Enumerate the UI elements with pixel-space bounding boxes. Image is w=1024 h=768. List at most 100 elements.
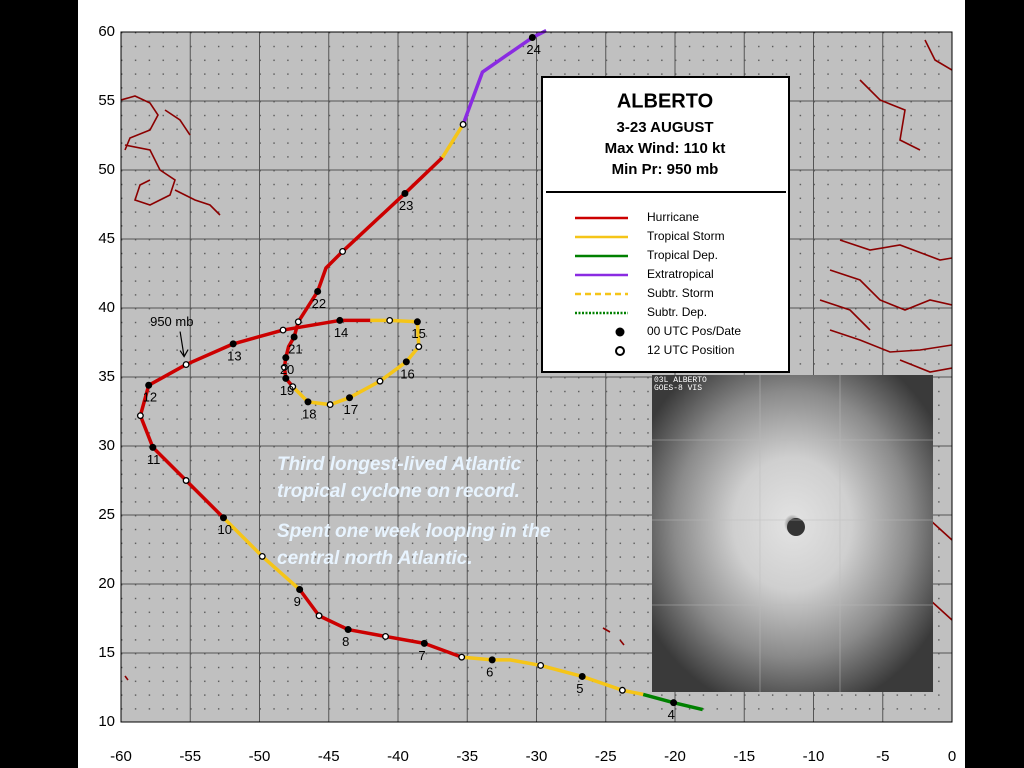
- x-tick-label: -45: [318, 748, 340, 765]
- date-label: 4: [668, 707, 675, 722]
- legend-box: [541, 76, 790, 373]
- x-tick-label: -40: [387, 748, 409, 765]
- position-12utc: [289, 383, 297, 391]
- legend-label: Subtr. Dep.: [647, 305, 707, 319]
- x-tick-label: -5: [876, 748, 889, 765]
- position-00utc: [401, 189, 409, 197]
- position-00utc: [145, 381, 153, 389]
- track-segment: [291, 318, 421, 407]
- position-12utc: [280, 363, 288, 371]
- position-00utc: [290, 333, 298, 341]
- date-label: 8: [342, 634, 349, 649]
- note-line: tropical cyclone on record.: [277, 481, 520, 502]
- legend-label: 12 UTC Position: [647, 343, 734, 357]
- position-12utc: [182, 361, 190, 369]
- y-tick-label: 50: [98, 161, 115, 178]
- y-tick-label: 45: [98, 230, 115, 247]
- date-label: 13: [227, 348, 241, 363]
- date-label: 7: [418, 648, 425, 663]
- position-00utc: [149, 443, 157, 451]
- legend-title: ALBERTO: [617, 90, 713, 112]
- date-label: 15: [411, 326, 425, 341]
- coastline: [124, 627, 625, 681]
- date-label: 11: [147, 452, 161, 467]
- legend-label: 00 UTC Pos/Date: [647, 324, 741, 338]
- x-tick-label: -30: [526, 748, 548, 765]
- legend-label: Subtr. Storm: [647, 286, 714, 300]
- position-00utc: [296, 586, 304, 594]
- legend-label: Extratropical: [647, 267, 714, 281]
- position-00utc: [344, 626, 352, 634]
- track-segment: [298, 588, 463, 659]
- x-tick-label: -15: [733, 748, 755, 765]
- position-12utc: [294, 318, 302, 326]
- position-12utc: [315, 612, 323, 620]
- position-00utc: [219, 514, 227, 522]
- position-12utc: [458, 653, 466, 661]
- position-12utc: [136, 412, 144, 420]
- track-segment: [440, 123, 465, 159]
- position-12utc: [182, 477, 190, 484]
- legend-wind: Max Wind: 110 kt: [605, 140, 726, 157]
- notes: Third longest-lived Atlantic tropical cy…: [277, 454, 551, 569]
- x-tick-label: -60: [110, 748, 132, 765]
- position-00utc: [420, 639, 428, 647]
- plot-frame: [120, 31, 953, 723]
- note-line: Third longest-lived Atlantic: [277, 454, 522, 475]
- date-label: 10: [217, 522, 231, 537]
- position-00utc: [346, 394, 354, 402]
- position-12utc: [326, 401, 334, 409]
- track-segment: [138, 318, 371, 519]
- coastlines: [121, 39, 952, 681]
- position-00utc: [402, 358, 410, 366]
- position-12utc: [618, 686, 626, 694]
- date-label: 24: [526, 42, 540, 57]
- storm-eye: [787, 518, 805, 536]
- x-tick-label: -50: [249, 748, 271, 765]
- coastline: [899, 359, 952, 621]
- position-12utc: [339, 247, 347, 255]
- satellite-label: GOES-8 VIS: [654, 384, 702, 393]
- position-00utc: [670, 699, 678, 707]
- positions: 4 5 6 7 8 9 10 11 12 13 14 15 16 17 18 19 20 21 22 23 24 950 …: [136, 34, 678, 722]
- date-label: 6: [486, 664, 493, 679]
- satellite-label: 03L ALBERTO: [654, 376, 707, 385]
- y-tick-label: 55: [98, 92, 115, 109]
- x-tick-label: 0: [948, 748, 956, 765]
- legend-dates: 3-23 AUGUST: [617, 119, 714, 136]
- x-tick-label: -20: [664, 748, 686, 765]
- pressure-annotation: 950 mb: [150, 314, 193, 329]
- track-segment: [461, 29, 547, 126]
- date-label: 12: [143, 390, 157, 405]
- y-tick-label: 25: [98, 506, 115, 523]
- date-label: 21: [288, 341, 302, 356]
- date-label: 23: [399, 198, 413, 213]
- y-tick-label: 30: [98, 437, 115, 454]
- position-00utc: [528, 34, 536, 42]
- x-tick-label: -10: [803, 748, 825, 765]
- axes: -60 -55 -50 -45 -40 -35 -30 -25 -20 -15 -10 -5 01015…: [98, 23, 956, 765]
- legend-marker: [615, 346, 625, 356]
- position-00utc: [282, 354, 290, 362]
- position-00utc: [304, 398, 312, 406]
- date-label: 9: [294, 594, 301, 609]
- date-label: 17: [344, 402, 358, 417]
- legend: ALBERTO 3-23 AUGUST Max Wind: 110 kt Min…: [541, 76, 790, 373]
- y-tick-label: 15: [98, 644, 115, 661]
- satellite-grid: [652, 375, 933, 692]
- position-00utc: [282, 374, 290, 382]
- date-label: 14: [334, 325, 348, 340]
- position-12utc: [386, 316, 394, 324]
- date-label: 19: [280, 383, 294, 398]
- y-tick-label: 20: [98, 575, 115, 592]
- y-tick-label: 10: [98, 713, 115, 730]
- x-tick-label: -35: [456, 748, 478, 765]
- legend-label: Tropical Storm: [647, 229, 725, 243]
- position-12utc: [258, 552, 266, 560]
- legend-items: Hurricane Tropical Storm Tropical Dep. Extr…: [575, 210, 741, 357]
- position-00utc: [578, 672, 586, 680]
- position-12utc: [279, 326, 287, 334]
- position-00utc: [314, 287, 322, 295]
